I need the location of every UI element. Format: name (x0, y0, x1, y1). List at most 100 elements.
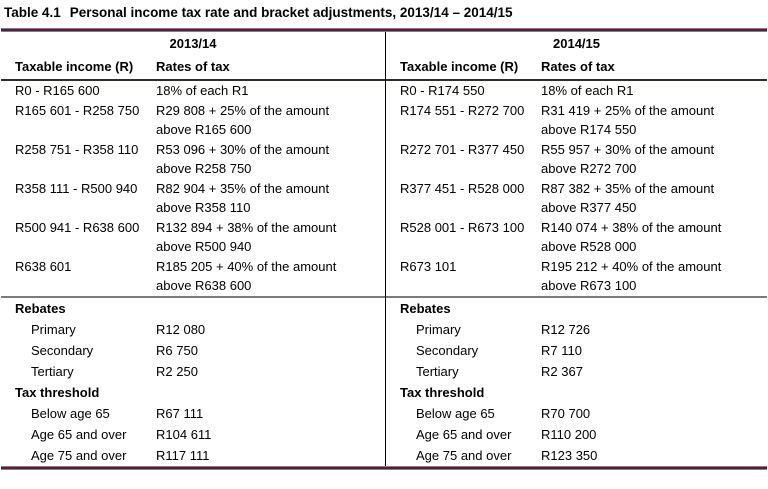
income-cell: R673 101 (400, 258, 457, 274)
threshold-heading: Tax threshold (15, 384, 100, 400)
threshold-label: Age 65 and over (416, 426, 512, 442)
income-cell: R0 - R174 550 (400, 83, 485, 98)
rebate-row: Tertiary R2 367 (386, 361, 767, 382)
rate-continuation: above R673 100 (541, 278, 637, 293)
threshold-value: R104 611 (156, 426, 212, 442)
bracket-row: R174 551 - R272 700 R31 419 + 25% of the… (386, 101, 767, 140)
bracket-row: R165 601 - R258 750 R29 808 + 25% of the… (1, 101, 385, 140)
rate-continuation: above R528 000 (541, 239, 637, 254)
column-headers: Taxable income (R) Rates of tax (386, 54, 767, 79)
rate-cell: R55 957 + 30% of the amount above R272 7… (541, 140, 767, 179)
rate-cell: R195 212 + 40% of the amount above R673 … (541, 257, 767, 296)
threshold-value: R123 350 (541, 447, 598, 463)
rebate-label: Primary (416, 321, 461, 337)
threshold-value: R70 700 (541, 405, 591, 421)
rate-continuation: above R500 940 (156, 239, 252, 254)
threshold-row: Below age 65 R67 111 (1, 403, 385, 424)
rate-continuation: above R358 110 (156, 200, 251, 215)
rebate-label: Tertiary (416, 363, 459, 379)
threshold-value: R117 111 (156, 447, 210, 463)
threshold-value: R67 111 (156, 405, 204, 421)
rebate-label: Secondary (31, 342, 94, 358)
rebates-heading: Rebates (15, 300, 66, 316)
header-rates-of-tax: Rates of tax (541, 59, 615, 74)
income-cell: R272 701 - R377 450 (400, 141, 525, 157)
income-cell: R258 751 - R358 110 (15, 141, 139, 157)
rate-continuation: above R258 750 (156, 161, 252, 176)
threshold-heading: Tax threshold (400, 384, 485, 400)
year-header-2013-14: 2013/14 (169, 36, 217, 51)
year-header-2014-15: 2014/15 (553, 36, 600, 51)
rebate-label: Primary (31, 321, 76, 337)
rate-cell: R140 074 + 38% of the amount above R528 … (541, 218, 767, 257)
bracket-row: R528 001 - R673 100 R140 074 + 38% of th… (386, 218, 767, 257)
rate-cell: 18% of each R1 (156, 83, 249, 98)
bracket-row: R272 701 - R377 450 R55 957 + 30% of the… (386, 140, 767, 179)
header-underline (1, 79, 385, 81)
income-cell: R358 111 - R500 940 (15, 180, 138, 196)
threshold-value: R110 200 (541, 426, 597, 442)
header-taxable-income: Taxable income (R) (400, 59, 519, 74)
threshold-row: Below age 65 R70 700 (386, 403, 767, 424)
threshold-row: Age 75 and over R117 111 (1, 445, 385, 466)
threshold-row: Age 65 and over R104 611 (1, 424, 385, 445)
income-cell: R500 941 - R638 600 (15, 219, 140, 235)
column-headers: Taxable income (R) Rates of tax (1, 54, 385, 79)
income-cell: R528 001 - R673 100 (400, 219, 525, 235)
rate-cell: R53 096 + 30% of the amount above R258 7… (156, 140, 385, 179)
rate-continuation: above R272 700 (541, 161, 637, 176)
rate-cell: R185 205 + 40% of the amount above R638 … (156, 257, 385, 296)
threshold-row: Age 65 and over R110 200 (386, 424, 767, 445)
bracket-row: R377 451 - R528 000 R87 382 + 35% of the… (386, 179, 767, 218)
rate-continuation: above R377 450 (541, 200, 637, 215)
rate-continuation: above R174 550 (541, 122, 637, 137)
rate-cell: R132 894 + 38% of the amount above R500 … (156, 218, 385, 257)
column-group-2013-14: 2013/14 Taxable income (R) Rates of tax … (1, 32, 385, 466)
rate-cell: R29 808 + 25% of the amount above R165 6… (156, 101, 385, 140)
table-number: Table 4.1 (4, 5, 61, 20)
rate-cell: R31 419 + 25% of the amount above R174 5… (541, 101, 767, 140)
bracket-row: R500 941 - R638 600 R132 894 + 38% of th… (1, 218, 385, 257)
bracket-row: R0 - R165 600 18% of each R1 (1, 81, 385, 101)
table-title: Table 4.1 Personal income tax rate and br… (0, 0, 768, 28)
threshold-label: Below age 65 (416, 405, 495, 421)
rebate-value: R2 367 (541, 363, 583, 379)
bracket-row: R0 - R174 550 18% of each R1 (386, 81, 767, 101)
rate-cell: 18% of each R1 (541, 83, 634, 98)
rebates-heading: Rebates (400, 300, 451, 316)
header-rates-of-tax: Rates of tax (156, 59, 230, 74)
threshold-label: Age 75 and over (416, 447, 512, 463)
bracket-row: R673 101 R195 212 + 40% of the amount ab… (386, 257, 767, 296)
rate-cell: R87 382 + 35% of the amount above R377 4… (541, 179, 767, 218)
rate-continuation: above R638 600 (156, 278, 252, 293)
section-divider-rule (1, 295, 385, 298)
rebate-value: R6 750 (156, 342, 198, 358)
header-underline (386, 79, 767, 81)
rate-continuation: above R165 600 (156, 122, 252, 137)
tax-table: 2013/14 Taxable income (R) Rates of tax … (1, 28, 767, 470)
income-cell: R638 601 (15, 258, 72, 274)
column-group-2014-15: 2014/15 Taxable income (R) Rates of tax … (385, 32, 767, 466)
bracket-row: R638 601 R185 205 + 40% of the amount ab… (1, 257, 385, 296)
table-body: 2013/14 Taxable income (R) Rates of tax … (1, 32, 767, 466)
threshold-label: Age 75 and over (31, 447, 127, 463)
section-divider-rule (386, 295, 767, 298)
income-cell: R377 451 - R528 000 (400, 180, 525, 196)
rebate-value: R2 250 (156, 363, 198, 379)
income-cell: R174 551 - R272 700 (400, 102, 525, 118)
rebate-label: Tertiary (31, 363, 74, 379)
rebate-label: Secondary (416, 342, 479, 358)
threshold-label: Below age 65 (31, 405, 110, 421)
bracket-row: R358 111 - R500 940 R82 904 + 35% of the… (1, 179, 385, 218)
rebate-row: Primary R12 080 (1, 319, 385, 340)
table-title-text: Personal income tax rate and bracket adj… (69, 5, 513, 20)
income-cell: R0 - R165 600 (15, 83, 100, 98)
bracket-row: R258 751 - R358 110 R53 096 + 30% of the… (1, 140, 385, 179)
income-cell: R165 601 - R258 750 (15, 102, 140, 118)
threshold-label: Age 65 and over (31, 426, 127, 442)
rebate-value: R7 110 (541, 342, 582, 358)
rebate-row: Secondary R6 750 (1, 340, 385, 361)
table-top-rule (1, 28, 767, 32)
rebate-row: Tertiary R2 250 (1, 361, 385, 382)
